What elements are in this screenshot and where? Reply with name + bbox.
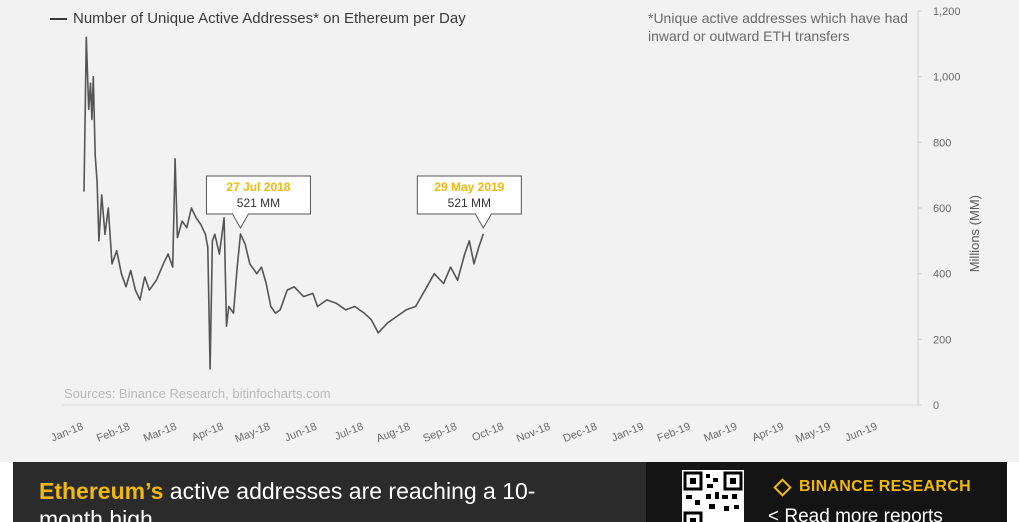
y-tick-label: 400 [933, 269, 951, 281]
y-axis-title: Millions (MM) [967, 195, 982, 273]
cta-panel[interactable]: BINANCE RESEARCH < Read more reports [646, 462, 1007, 522]
x-tick-label: Feb-18 [95, 421, 132, 445]
annotation-box [205, 175, 311, 229]
y-tick-label: 200 [933, 334, 951, 346]
y-tick-label: 0 [933, 400, 939, 412]
x-tick-label: Mar-19 [702, 421, 739, 445]
y-tick-label: 1,000 [933, 72, 961, 84]
x-tick-label: Jun-18 [283, 421, 319, 445]
x-tick-label: May-19 [794, 421, 833, 446]
x-tick-label: Sep-18 [421, 421, 458, 445]
legend-label: Number of Unique Active Addresses* on Et… [73, 10, 466, 27]
y-tick-label: 800 [933, 137, 951, 149]
binance-diamond-icon [773, 477, 792, 497]
x-tick-label: Aug-18 [375, 421, 412, 445]
annotation-box [416, 175, 522, 229]
footnote: *Unique active addresses which have had … [648, 10, 908, 44]
source-text: Sources: Binance Research, bitinfocharts… [64, 386, 331, 401]
active-addresses-chart: 0 200 400 600 800 1,000 1,200 Jan-18 Feb-18 Mar-1… [49, 6, 961, 446]
chart-panel: 0 200 400 600 800 1,000 1,200 Jan-18 Feb-18 Mar-1… [0, 0, 1019, 462]
x-tick-label: Mar-18 [142, 421, 179, 445]
legend: Number of Unique Active Addresses* on Et… [50, 10, 466, 27]
x-tick-label: Feb-19 [655, 421, 692, 445]
brand-name: BINANCE RESEARCH [799, 478, 971, 495]
read-more-link[interactable]: < Read more reports [768, 506, 943, 522]
x-tick-label: Jul-18 [333, 421, 365, 443]
y-tick-label: 1,200 [933, 6, 961, 18]
annotation-value: 521 MM [237, 196, 280, 210]
x-tick-label: Jun-19 [843, 421, 879, 445]
y-tick-label: 600 [933, 203, 951, 215]
legend-swatch [50, 17, 67, 20]
annotation-date: 27 Jul 2018 [226, 180, 290, 194]
annotation-date: 29 May 2019 [434, 180, 504, 194]
x-tick-label: Apr-18 [190, 421, 225, 444]
series-line [83, 36, 485, 370]
x-tick-label: Oct-18 [470, 421, 505, 444]
x-tick-label: Dec-18 [562, 421, 599, 445]
qr-code-icon[interactable] [682, 470, 744, 522]
headline-accent: Ethereum’s [39, 478, 164, 504]
footer-banner: Ethereum’s active addresses are reaching… [13, 462, 1007, 522]
brand-logo: BINANCE RESEARCH [773, 477, 971, 497]
x-tick-label: May-18 [233, 421, 272, 446]
x-tick-label: Nov-18 [515, 421, 552, 445]
x-tick-label: Jan-19 [610, 421, 646, 445]
headline: Ethereum’s active addresses are reaching… [39, 477, 579, 522]
annotation-value: 521 MM [448, 196, 491, 210]
headline-text: active addresses are reaching a 10-month… [39, 478, 536, 522]
x-tick-label: Jan-18 [49, 421, 85, 445]
x-tick-label: Apr-19 [751, 421, 786, 444]
